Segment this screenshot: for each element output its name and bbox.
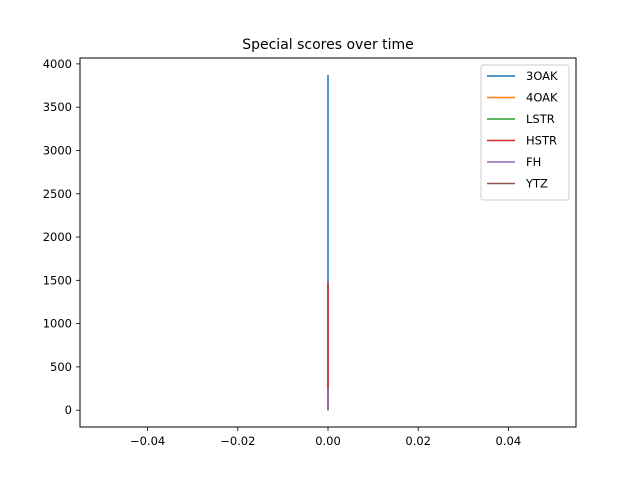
y-tick-label: 2000 (43, 230, 72, 244)
legend-label-fh: FH (526, 155, 541, 169)
y-axis: 0 500 1000 1500 2000 2500 3000 3500 4000 (43, 57, 80, 417)
legend-label-4oak: 4OAK (526, 91, 558, 105)
y-tick-label: 4000 (43, 57, 72, 71)
x-tick-label: 0.00 (315, 434, 341, 448)
y-tick-label: 2500 (43, 187, 72, 201)
y-tick-label: 1000 (43, 317, 72, 331)
y-tick-label: 1500 (43, 273, 72, 287)
y-tick-label: 3000 (43, 143, 72, 157)
chart-title: Special scores over time (242, 37, 414, 53)
legend-label-hstr: HSTR (526, 134, 557, 148)
y-tick-label: 0 (65, 403, 72, 417)
y-tick-label: 3500 (43, 100, 72, 114)
legend-label-lstr: LSTR (526, 112, 555, 126)
x-axis: −0.04 −0.02 0.00 0.02 0.04 (130, 427, 521, 448)
x-tick-label: 0.04 (496, 434, 522, 448)
x-tick-label: −0.02 (220, 434, 255, 448)
x-tick-label: −0.04 (130, 434, 165, 448)
x-tick-label: 0.02 (405, 434, 431, 448)
legend: 3OAK 4OAK LSTR HSTR FH YTZ (480, 64, 570, 201)
legend-label-3oak: 3OAK (526, 69, 558, 83)
legend-label-ytz: YTZ (525, 177, 548, 191)
legend-box (480, 64, 570, 201)
y-tick-label: 500 (50, 360, 72, 374)
